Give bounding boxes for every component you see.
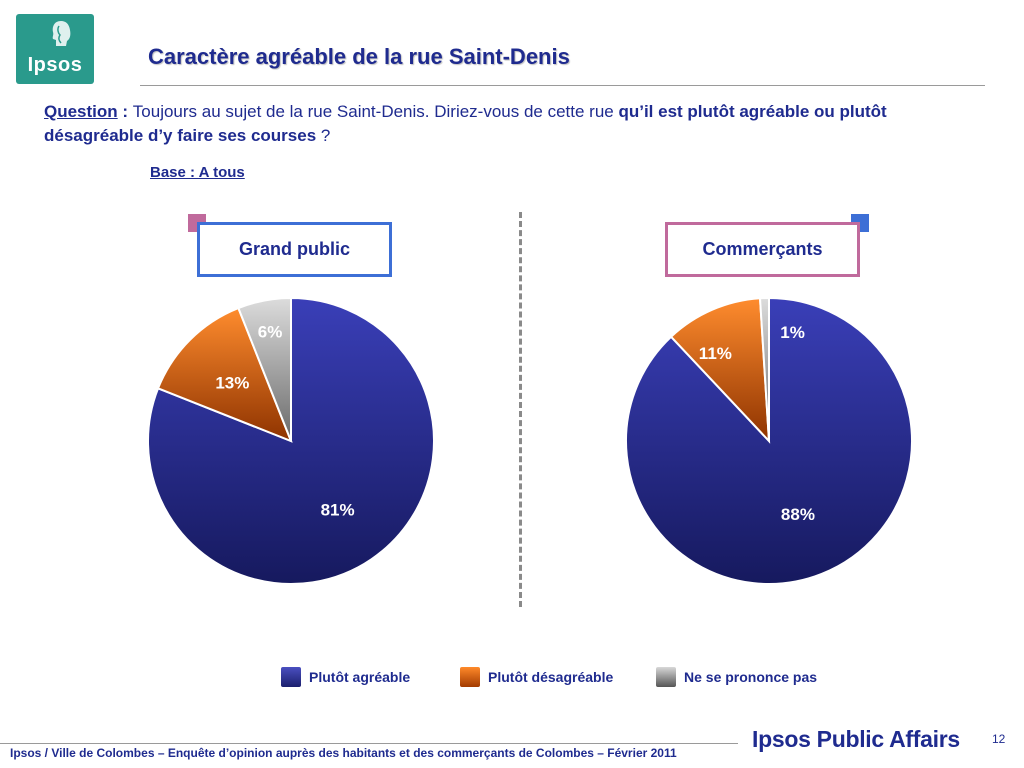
question-text: Question : Toujours au sujet de la rue S… (44, 100, 989, 148)
question-colon: : (117, 102, 133, 121)
page-title: Caractère agréable de la rue Saint-Denis (148, 44, 570, 69)
legend-item-desagreable: Plutôt désagréable (460, 667, 613, 687)
legend-swatch-nsp (656, 667, 676, 687)
pie-chart-commercants: 88% 11% 1% (625, 296, 913, 585)
legend-swatch-desagreable (460, 667, 480, 687)
legend-item-nsp: Ne se prononce pas (656, 667, 817, 687)
pie-slice-nsp (758, 296, 770, 442)
panel-title-grand-public: Grand public (197, 222, 392, 277)
footer-text: Ipsos / Ville de Colombes – Enquête d’op… (10, 746, 677, 760)
legend-label-agreable: Plutôt agréable (309, 669, 411, 685)
legend-label-desagreable: Plutôt désagréable (488, 669, 614, 685)
question-part2: ? (316, 126, 331, 145)
legend-label-nsp: Ne se prononce pas (684, 669, 818, 685)
pie-label-nsp: 6% (258, 322, 283, 341)
question-label: Question (44, 102, 118, 121)
pie-chart-grand-public: 81% 13% 6% (147, 296, 435, 585)
pie-slice-desagreable (669, 297, 771, 444)
legend-swatch-agreable (281, 667, 301, 687)
pie-label-desagreable: 13% (215, 373, 249, 392)
base-label: Base : A tous (150, 164, 245, 181)
pie-label-agreable: 88% (781, 505, 815, 524)
pie-slice-agreable (625, 296, 913, 585)
pie-label-nsp: 1% (780, 323, 805, 342)
page-number: 12 (992, 732, 1006, 746)
panel-divider (519, 212, 522, 607)
question-part1: Toujours au sujet de la rue Saint-Denis.… (132, 102, 619, 121)
ipsos-logo: Ipsos (16, 14, 94, 84)
pie-slice-desagreable (156, 306, 293, 443)
pie-label-desagreable: 11% (699, 344, 732, 363)
brand-name: Ipsos Public Affairs (752, 726, 960, 752)
header-divider (140, 85, 985, 86)
question-emphasis: qu’il est plutôt agréable ou plutôt désa… (44, 102, 887, 145)
panel-title-commercants: Commerçants (665, 222, 860, 277)
pie-label-agreable: 81% (321, 501, 355, 520)
head-profile-icon (52, 21, 71, 46)
footer-divider (0, 743, 738, 744)
pie-slice-nsp (237, 296, 292, 442)
logo-text: Ipsos (27, 54, 83, 76)
legend-item-agreable: Plutôt agréable (281, 667, 410, 687)
